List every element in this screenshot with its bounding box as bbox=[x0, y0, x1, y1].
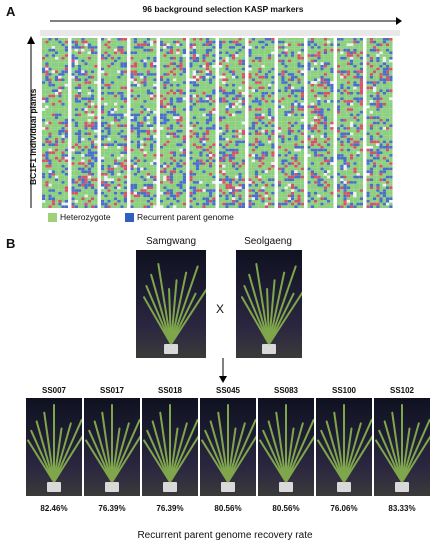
line-name: SS102 bbox=[389, 386, 415, 395]
markers-title: 96 background selection KASP markers bbox=[142, 4, 304, 14]
legend-swatch-heterozygote bbox=[48, 213, 57, 222]
recovery-rate: 80.56% bbox=[272, 504, 300, 513]
line-name: SS045 bbox=[215, 386, 241, 395]
recovery-rate: 80.56% bbox=[214, 504, 242, 513]
legend-swatch-recurrent bbox=[125, 213, 134, 222]
line-name: SS018 bbox=[157, 386, 183, 395]
progeny-photo bbox=[200, 398, 256, 496]
panel-b-label: B bbox=[6, 236, 16, 251]
line-name: SS100 bbox=[331, 386, 357, 395]
line-name: SS007 bbox=[41, 386, 67, 395]
y-axis-label: BC1F1 individual plants bbox=[28, 88, 38, 185]
progeny-photo bbox=[84, 398, 140, 496]
cross-symbol: X bbox=[215, 302, 224, 316]
progeny-photo bbox=[26, 398, 82, 496]
recovery-rate: 76.06% bbox=[330, 504, 358, 513]
genotype-heatmap bbox=[40, 30, 400, 208]
parent-name-seolgaeng: Seolgaeng bbox=[244, 236, 292, 247]
progeny-ss083: SS083 80.56% bbox=[257, 386, 315, 516]
progeny-photo bbox=[142, 398, 198, 496]
parent-photo-seolgaeng bbox=[236, 250, 302, 358]
progeny-photo bbox=[258, 398, 314, 496]
legend-label-recurrent: Recurrent parent genome bbox=[137, 212, 234, 222]
parent-name-samgwang: Samgwang bbox=[145, 236, 197, 247]
recovery-rate: 82.46% bbox=[40, 504, 68, 513]
parent-photo-samgwang bbox=[136, 250, 206, 358]
recovery-rate: 76.39% bbox=[156, 504, 184, 513]
progeny-ss007: SS007 82.46% bbox=[25, 386, 83, 516]
progeny-row: SS007 82.46% SS017 76.39% SS018 76.39% SS045 80… bbox=[25, 386, 431, 516]
progeny-ss045: SS045 80.56% bbox=[199, 386, 257, 516]
legend-label-heterozygote: Heterozygote bbox=[60, 212, 111, 222]
progeny-photo bbox=[374, 398, 430, 496]
plants-arrow bbox=[27, 36, 35, 208]
progeny-ss100: SS100 76.06% bbox=[315, 386, 373, 516]
recovery-rate: 83.33% bbox=[388, 504, 416, 513]
recovery-caption: Recurrent parent genome recovery rate bbox=[137, 530, 313, 541]
recovery-rate: 76.39% bbox=[98, 504, 126, 513]
progeny-ss017: SS017 76.39% bbox=[83, 386, 141, 516]
progeny-photo bbox=[316, 398, 372, 496]
line-name: SS017 bbox=[99, 386, 125, 395]
progeny-ss102: SS102 83.33% bbox=[373, 386, 431, 516]
panel-a-label: A bbox=[6, 4, 16, 19]
progeny-arrow bbox=[219, 358, 227, 383]
markers-arrow bbox=[50, 17, 402, 25]
line-name: SS083 bbox=[273, 386, 299, 395]
progeny-ss018: SS018 76.39% bbox=[141, 386, 199, 516]
